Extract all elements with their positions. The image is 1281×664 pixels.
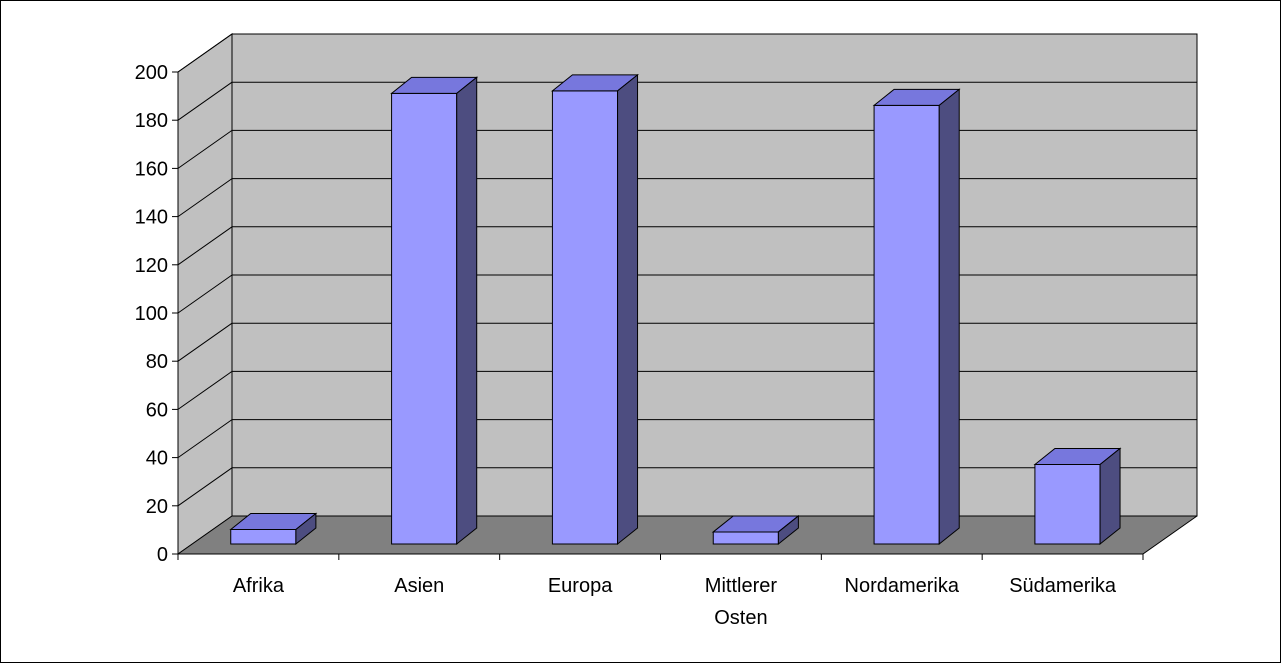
gridline-side (177, 419, 233, 459)
y-tick-label: 160 (135, 158, 168, 180)
x-tick-label-line: Nordamerika (845, 575, 960, 597)
bar-front (1034, 463, 1101, 545)
y-tick-label: 140 (135, 207, 168, 229)
bar-mittlerer-osten (711, 514, 800, 546)
y-tick-labels: 0 20 40 60 80 100 120 140 160 180 200 (135, 62, 168, 566)
bar-front (873, 104, 940, 545)
bar-afrika (229, 512, 318, 546)
y-tick-label: 100 (135, 303, 168, 325)
x-tick-label-line: Europa (548, 575, 613, 597)
gridline-side (177, 322, 233, 362)
y-tick-label: 60 (146, 399, 168, 421)
x-tick-label-line: Asien (394, 575, 444, 597)
y-tick-label: 80 (146, 351, 168, 373)
y-tick-label: 180 (135, 110, 168, 132)
y-tick-label: 0 (157, 544, 168, 566)
bar-side (617, 73, 639, 546)
x-tick-label: Südamerika (1009, 575, 1117, 597)
x-tick-label: Asien (394, 575, 444, 597)
gridline-side (177, 226, 233, 266)
axes (172, 71, 1198, 560)
x-tick-labels: Afrika Asien Europa Mittlerer Osten Nordameri… (233, 575, 1117, 629)
gridline-side (177, 370, 233, 410)
bar-front (712, 531, 779, 545)
bars (229, 73, 1122, 546)
bar-side (938, 88, 960, 546)
gridline-side (177, 467, 233, 507)
bar-side (777, 514, 799, 546)
bar-europa (550, 73, 639, 546)
bar-asien (390, 76, 479, 546)
floor-right-edge (1142, 515, 1198, 555)
gridline-side (177, 81, 233, 121)
bar-side (1099, 447, 1121, 546)
x-tick-label: Afrika (233, 575, 285, 597)
x-tick-label: Nordamerika (845, 575, 960, 597)
gridline-side (177, 515, 233, 555)
bar-side (295, 512, 317, 546)
bar-side (456, 76, 478, 546)
x-tick-label: Mittlerer Osten (705, 575, 778, 629)
y-tick-label: 40 (146, 448, 168, 470)
bar-front (230, 529, 297, 545)
gridline-side (177, 129, 233, 169)
y-tick-label: 120 (135, 255, 168, 277)
bar-nordamerika (872, 88, 961, 546)
gridline-side (177, 274, 233, 314)
bar-südamerika (1033, 447, 1122, 546)
x-tick-label-line: Südamerika (1009, 575, 1117, 597)
y-tick-label: 20 (146, 496, 168, 518)
x-tick-label-line: Osten (714, 607, 767, 629)
x-tick-label: Europa (548, 575, 613, 597)
gridline-side (177, 178, 233, 218)
bar-front (551, 90, 619, 545)
x-tick-label-line: Afrika (233, 575, 285, 597)
gridline-side (177, 33, 233, 73)
x-tick-label-line: Mittlerer (705, 575, 778, 597)
bar-front (391, 92, 458, 545)
y-tick-label: 200 (135, 62, 168, 84)
